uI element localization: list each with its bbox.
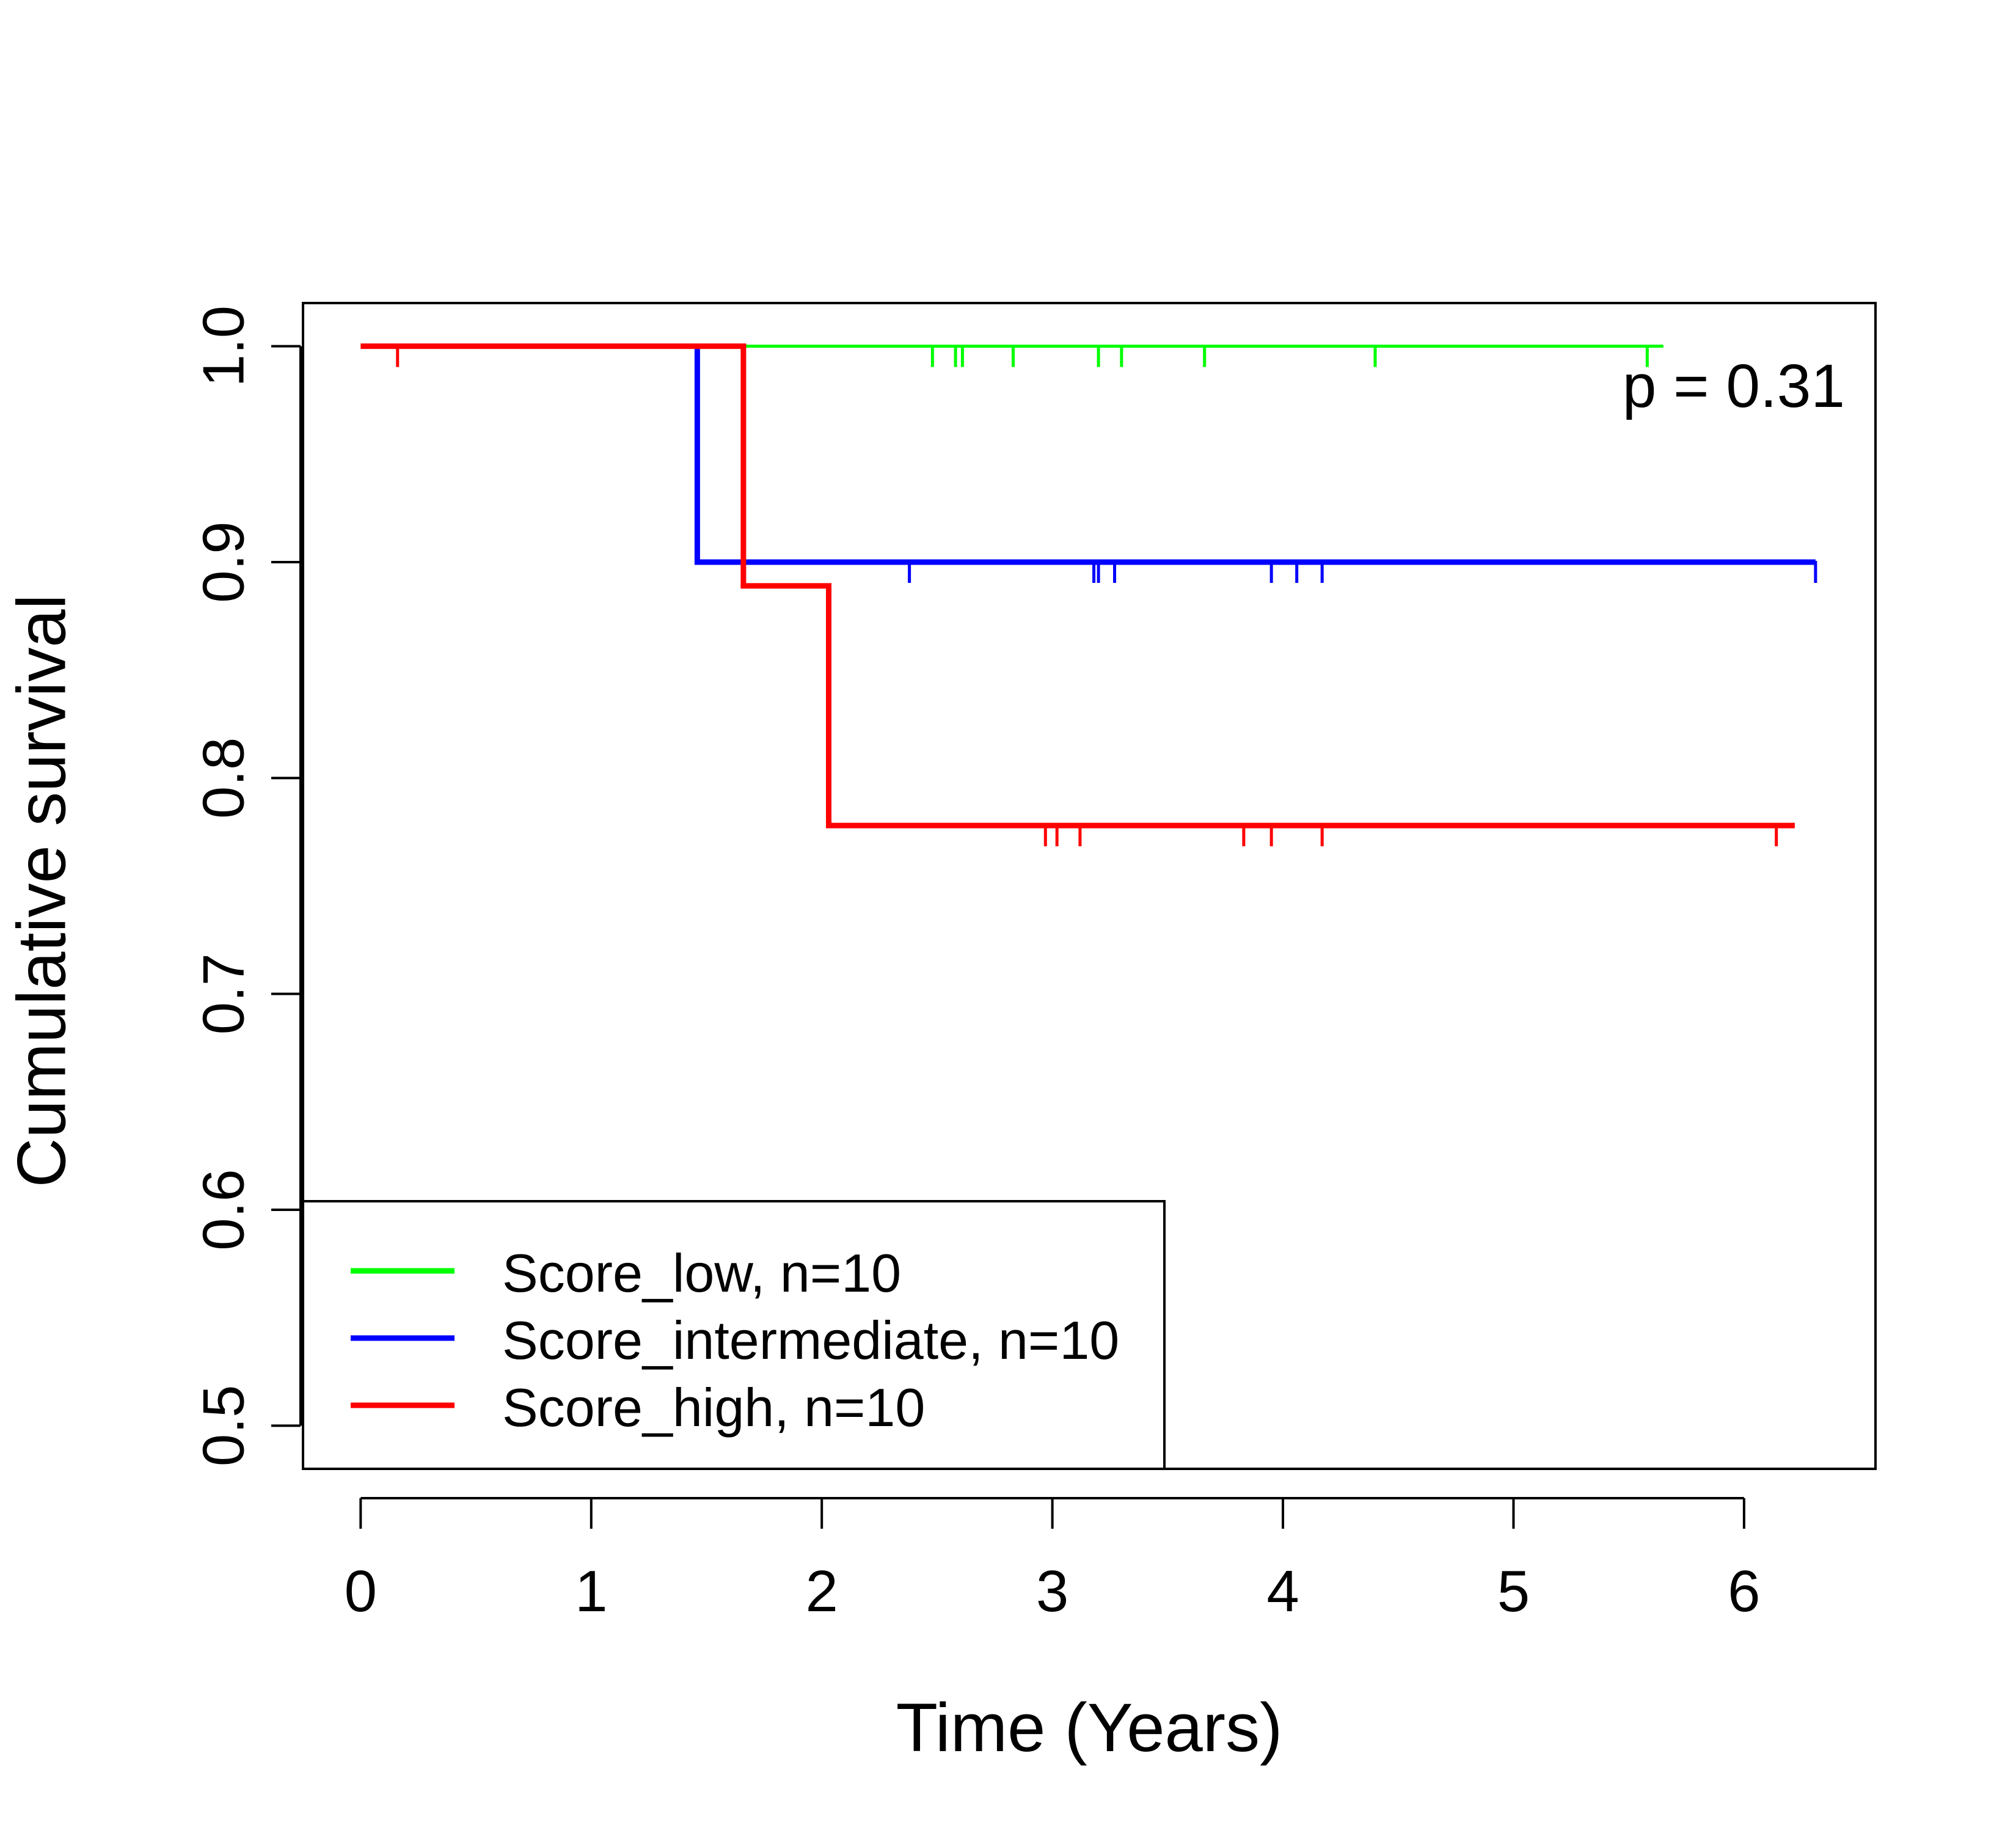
x-tick-label: 0 (345, 1559, 377, 1624)
y-tick-label: 1.0 (191, 306, 257, 387)
x-tick-label: 3 (1036, 1559, 1068, 1624)
y-tick-label: 0.8 (191, 737, 257, 819)
x-tick-label: 4 (1266, 1559, 1299, 1624)
y-tick-label: 0.6 (191, 1169, 257, 1250)
series-line (694, 346, 1816, 565)
y-tick-label: 0.7 (191, 953, 257, 1034)
legend-label: Score_high, n=10 (502, 1377, 925, 1438)
series-line (360, 343, 1795, 829)
legend-label: Score_low, n=10 (502, 1243, 901, 1303)
y-tick-label: 0.9 (191, 521, 257, 602)
y-axis: 0.5 0.6 0.7 0.8 0.9 1.0 (191, 306, 302, 1466)
p-value-annotation: p = 0.31 (1623, 352, 1845, 420)
x-tick-label: 6 (1728, 1559, 1760, 1624)
legend: Score_low, n=10 Score_intermediate, n=10 S… (302, 1200, 1166, 1470)
series-1 (694, 346, 1817, 583)
x-tick-label: 2 (805, 1559, 838, 1624)
y-axis-title: Cumulative survival (4, 595, 80, 1188)
y-tick-label: 0.5 (191, 1385, 257, 1466)
x-axis: 0 1 2 3 4 5 6 (345, 1497, 1761, 1624)
legend-entries: Score_low, n=10 Score_intermediate, n=10 S… (351, 1243, 1119, 1438)
series-layer (360, 343, 1817, 847)
legend-box (302, 1200, 1166, 1470)
legend-label: Score_intermediate, n=10 (502, 1310, 1119, 1370)
x-tick-label: 5 (1497, 1559, 1530, 1624)
x-tick-label: 1 (575, 1559, 607, 1624)
x-axis-title: Time (Years) (896, 1689, 1283, 1766)
series-2 (360, 343, 1795, 847)
